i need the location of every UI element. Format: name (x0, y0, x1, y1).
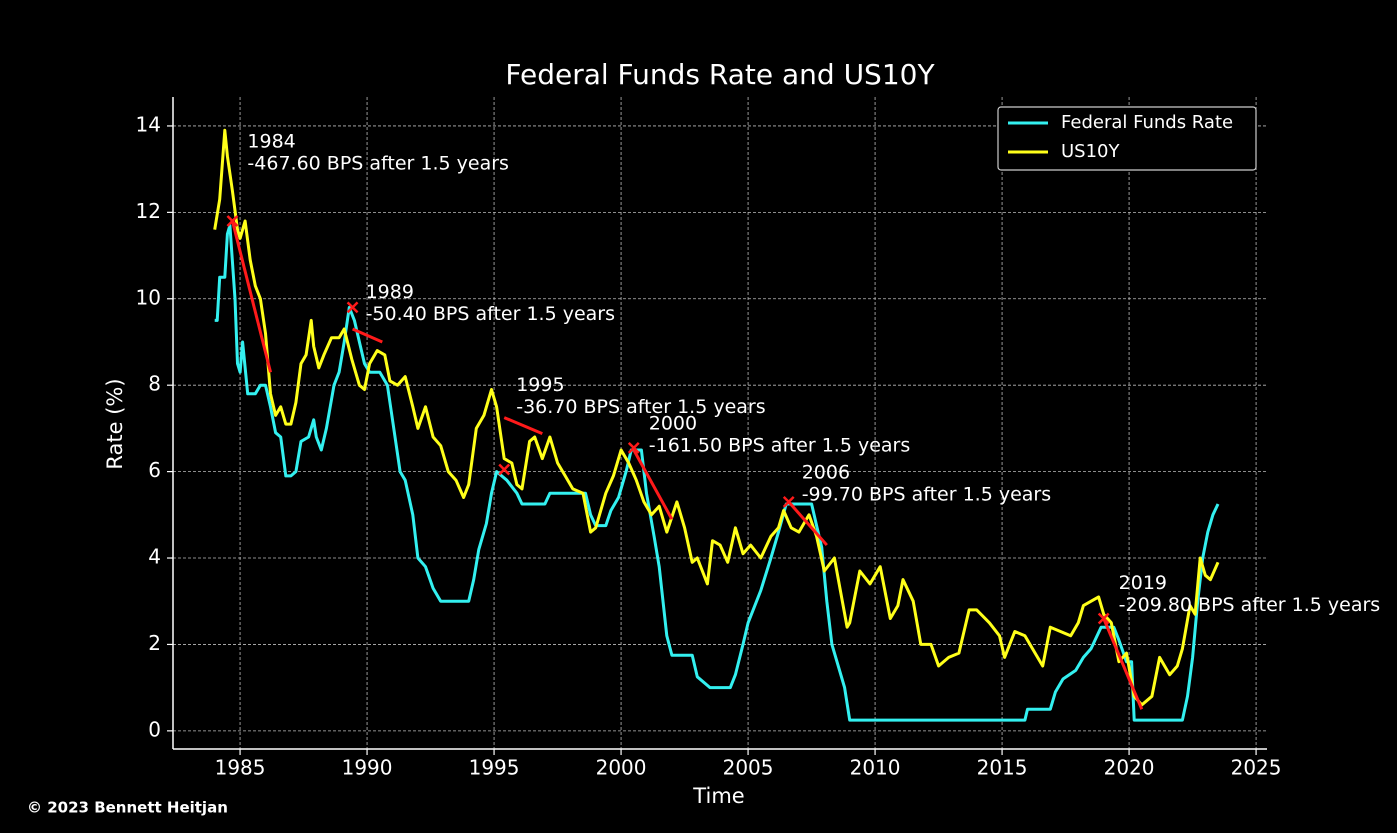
series-line (213, 128, 1220, 707)
annotation-text: -99.70 BPS after 1.5 years (802, 483, 1051, 505)
annotation-text: -50.40 BPS after 1.5 years (366, 303, 615, 325)
y-tick-label: 14 (136, 112, 161, 136)
annotation-text: -209.80 BPS after 1.5 years (1119, 594, 1381, 616)
annotation-year: 2006 (802, 461, 850, 483)
y-tick-label: 6 (148, 458, 161, 482)
legend-label: Federal Funds Rate (1061, 112, 1233, 133)
drop-line (230, 220, 272, 373)
x-tick-label: 1995 (469, 756, 520, 780)
x-axis-label: Time (692, 784, 744, 808)
annotation-year: 2019 (1119, 572, 1167, 594)
credit: © 2023 Bennett Heitjan (27, 799, 228, 817)
annotation-text: -36.70 BPS after 1.5 years (516, 396, 765, 418)
peak-marker (1097, 612, 1110, 625)
y-axis-label: Rate (%) (103, 378, 127, 469)
legend: Federal Funds Rate US10Y (997, 106, 1257, 171)
series-line (214, 223, 1220, 722)
drop-line (1102, 617, 1144, 710)
peak-marker (627, 441, 640, 454)
x-tick-label: 2025 (1231, 756, 1282, 780)
drop-line (503, 416, 543, 435)
y-tick-label: 8 (148, 372, 161, 396)
x-tick-label: 2015 (977, 756, 1028, 780)
annotation-year: 1989 (366, 281, 414, 303)
chart-title: Federal Funds Rate and US10Y (505, 58, 935, 91)
y-tick-label: 12 (136, 199, 161, 223)
x-tick-label: 2000 (596, 756, 647, 780)
drop-line (787, 500, 828, 547)
annotation-year: 1995 (516, 374, 564, 396)
y-tick-label: 0 (148, 717, 161, 741)
annotation-text: -467.60 BPS after 1.5 years (247, 153, 509, 175)
drop-line (351, 327, 383, 344)
annotation-text: -161.50 BPS after 1.5 years (649, 434, 911, 456)
annotation-year: 2000 (649, 412, 697, 434)
y-tick-label: 10 (136, 285, 161, 309)
peak-marker (498, 463, 511, 476)
y-tick-label: 2 (148, 631, 161, 655)
annotation-year: 1984 (247, 131, 295, 153)
x-tick-label: 2020 (1104, 756, 1155, 780)
x-tick-label: 2010 (850, 756, 901, 780)
x-tick-label: 1985 (215, 756, 266, 780)
y-tick-label: 4 (148, 545, 161, 569)
peak-marker (226, 215, 239, 227)
peak-marker (346, 301, 359, 314)
drop-line (632, 449, 674, 520)
legend-box (997, 106, 1257, 171)
legend-label: US10Y (1061, 141, 1121, 162)
peak-marker (782, 495, 795, 508)
x-tick-label: 1990 (342, 756, 393, 780)
x-tick-label: 2005 (723, 756, 774, 780)
